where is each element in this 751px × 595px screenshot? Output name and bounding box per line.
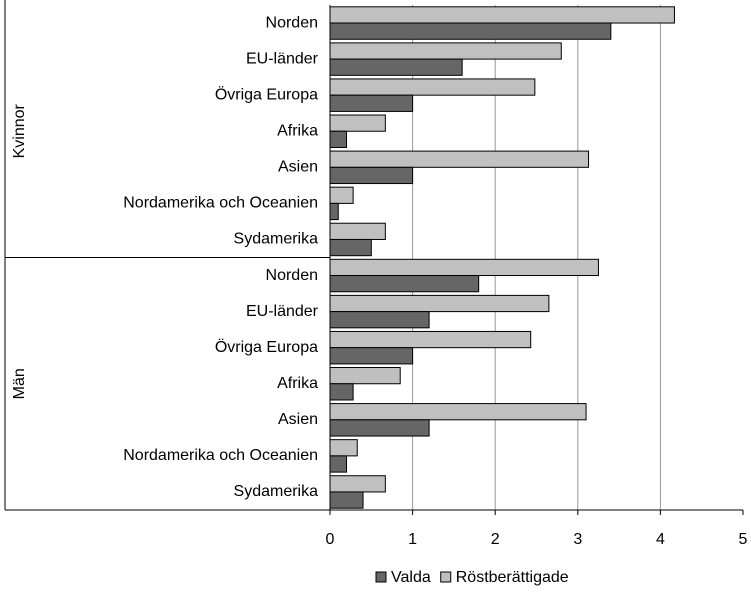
bar <box>329 347 414 365</box>
y-tick-label: Afrika <box>277 122 318 139</box>
bar <box>329 367 401 385</box>
bar <box>329 475 386 493</box>
bar <box>329 258 599 277</box>
y-tick-label: Nordamerika och Oceanien <box>123 195 318 212</box>
bar <box>329 6 675 24</box>
bar <box>329 166 414 185</box>
bar <box>329 294 550 313</box>
x-tick-label: 3 <box>573 531 582 548</box>
x-tick-label: 4 <box>656 531 665 548</box>
bar <box>329 186 354 204</box>
bar <box>329 42 562 60</box>
y-tick-label: Övriga Europa <box>215 85 318 103</box>
bar <box>329 383 354 401</box>
x-tick-label: 0 <box>326 531 335 548</box>
bar <box>329 58 463 76</box>
bar <box>329 311 430 329</box>
y-tick-label: Nordamerika och Oceanien <box>123 447 318 464</box>
bar <box>329 202 339 221</box>
bar <box>329 222 386 240</box>
bar <box>329 78 536 96</box>
y-tick-label: Sydamerika <box>234 231 319 248</box>
y-tick-label: Sydamerika <box>234 483 319 500</box>
bar <box>329 150 590 168</box>
legend-swatch <box>375 571 387 583</box>
y-tick-label: Afrika <box>277 375 318 392</box>
bar <box>329 114 386 132</box>
bar <box>329 130 348 148</box>
legend-swatch <box>440 571 452 583</box>
legend-label: Valda <box>391 569 431 586</box>
y-tick-label: Asien <box>278 159 318 176</box>
y-tick-label: Asien <box>278 411 318 428</box>
y-tick-label: Norden <box>266 14 318 31</box>
bar <box>329 238 372 257</box>
bar <box>329 275 480 293</box>
bar <box>329 455 348 473</box>
bar <box>329 419 430 437</box>
y-tick-label: Norden <box>266 267 318 284</box>
x-tick-label: 2 <box>491 531 500 548</box>
group-label: Kvinnor <box>11 103 28 158</box>
bar <box>329 403 587 421</box>
bar <box>329 491 364 509</box>
x-tick-label: 5 <box>739 531 748 548</box>
x-tick-label: 1 <box>408 531 417 548</box>
bar <box>329 22 612 40</box>
bar <box>329 439 358 457</box>
bar <box>329 94 414 112</box>
y-tick-label: EU-länder <box>246 50 319 67</box>
legend-label: Röstberättigade <box>456 569 569 586</box>
group-label: Män <box>11 368 28 399</box>
bar <box>329 330 532 349</box>
y-tick-label: Övriga Europa <box>215 338 318 356</box>
y-tick-label: EU-länder <box>246 303 319 320</box>
